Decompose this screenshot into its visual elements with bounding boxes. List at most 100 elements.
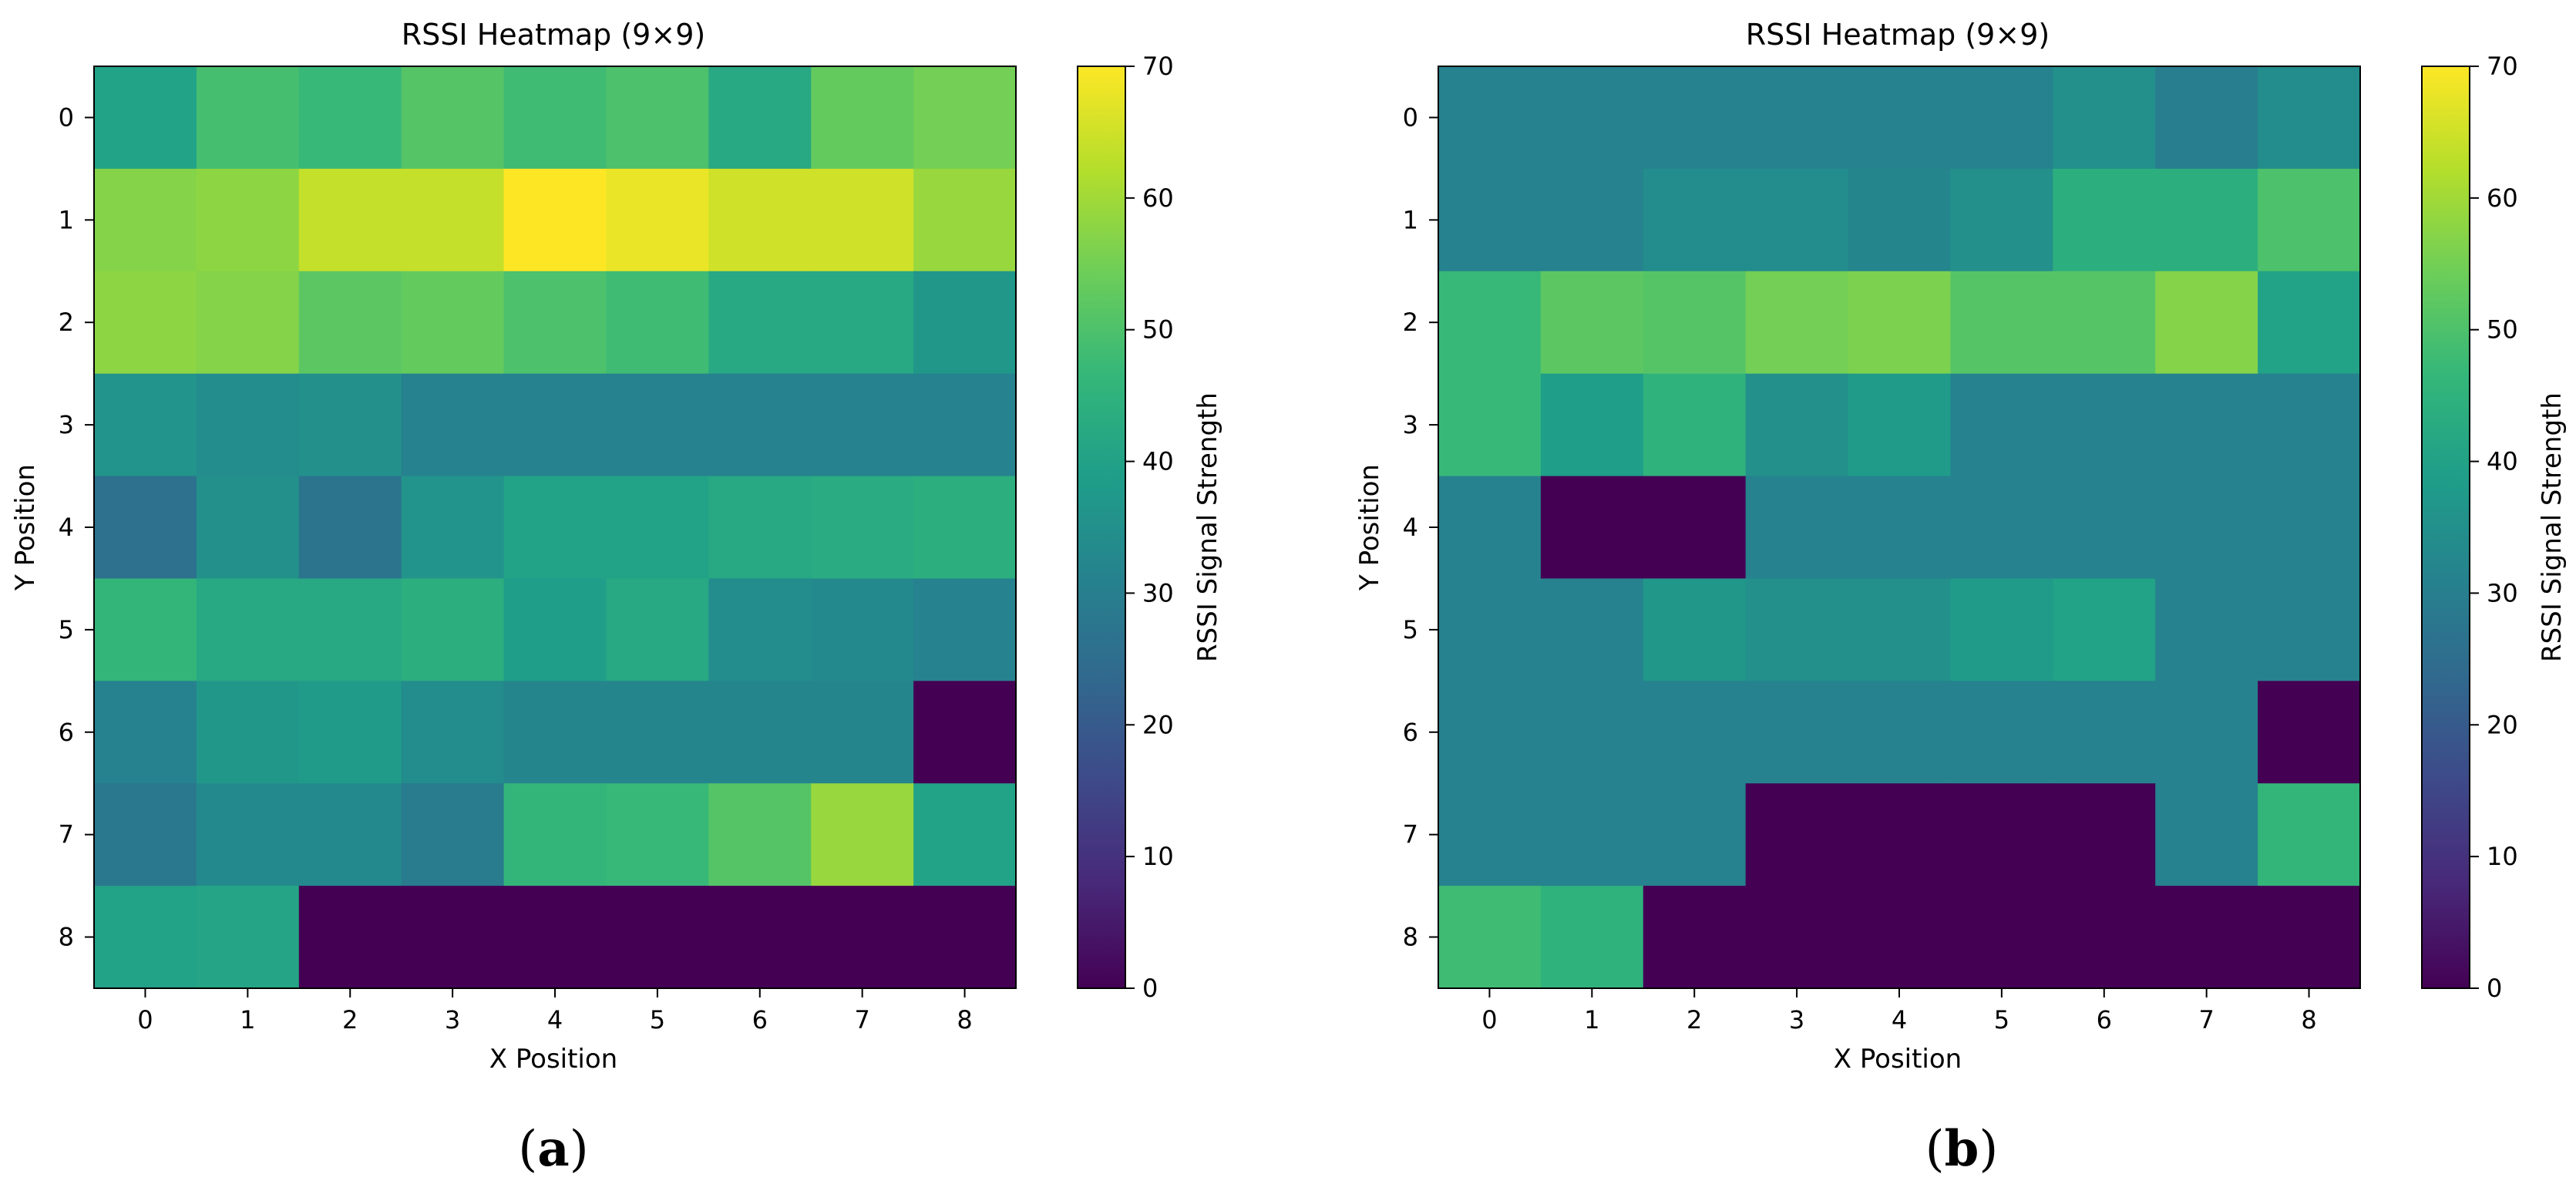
heatmap-cell-r3-c2 bbox=[298, 373, 402, 477]
heatmap-cell-r0-c1 bbox=[1540, 66, 1644, 170]
heatmap-cell-r2-c5 bbox=[1950, 271, 2053, 375]
heatmap-cell-r6-c5 bbox=[1950, 681, 2053, 784]
heatmap-cell-r7-c0 bbox=[1438, 783, 1542, 886]
y-tick-label: 6 bbox=[59, 718, 74, 747]
heatmap-cell-r0-c0 bbox=[94, 66, 197, 170]
heatmap-cell-r1-c8 bbox=[2258, 168, 2361, 272]
colorbar-a: 0 10 20 30 40 50 60 70 RSSI Signal Strength bbox=[1077, 52, 1223, 1003]
x-tick-label: 2 bbox=[1687, 1005, 1702, 1034]
colorbar-tick-label: 50 bbox=[2487, 315, 2518, 345]
heatmap-cell-r7-c2 bbox=[298, 783, 402, 886]
y-tick-label: 5 bbox=[59, 615, 74, 644]
heatmap-cell-r4-c0 bbox=[94, 476, 197, 580]
heatmap-cell-r1-c3 bbox=[1745, 168, 1849, 272]
colorbar-frame-b bbox=[2421, 66, 2470, 989]
heatmap-cell-r3-c0 bbox=[1438, 373, 1542, 477]
heatmap-cell-r1-c2 bbox=[1643, 168, 1747, 272]
x-axis-label-a: X Position bbox=[489, 1044, 617, 1075]
colorbar-tick-label: 70 bbox=[1142, 52, 1174, 81]
heatmap-cell-r0-c5 bbox=[1950, 66, 2053, 170]
x-axis-ticks-a: 0 1 2 3 4 5 6 7 8 bbox=[137, 988, 973, 1034]
heatmap-cell-r5-c6 bbox=[708, 578, 812, 681]
heatmap-cell-r7-c0 bbox=[94, 783, 197, 886]
heatmap-cell-r3-c8 bbox=[913, 373, 1017, 477]
heatmap-cell-r7-c2 bbox=[1643, 783, 1747, 886]
heatmap-cell-r2-c8 bbox=[2258, 271, 2361, 375]
heatmap-cell-r1-c7 bbox=[2155, 168, 2258, 272]
heatmap-cell-r5-c4 bbox=[1848, 578, 1952, 681]
chart-title-a: RSSI Heatmap (9×9) bbox=[402, 18, 705, 52]
heatmap-cell-r8-c8 bbox=[2258, 886, 2361, 989]
heatmap-cell-r6-c3 bbox=[401, 681, 505, 784]
heatmap-cell-r7-c5 bbox=[1950, 783, 2053, 886]
heatmap-cell-r6-c3 bbox=[1745, 681, 1849, 784]
heatmap-cell-r3-c3 bbox=[401, 373, 505, 477]
heatmap-cell-r4-c7 bbox=[811, 476, 914, 580]
colorbar-label-a: RSSI Signal Strength bbox=[1192, 392, 1223, 662]
colorbar-ticks-b: 0 10 20 30 40 50 60 70 bbox=[2470, 52, 2518, 1003]
heatmap-cell-r4-c3 bbox=[1745, 476, 1849, 580]
y-axis-label-a: Y Position bbox=[10, 464, 41, 591]
y-tick-label: 2 bbox=[59, 308, 74, 337]
y-tick-label: 4 bbox=[59, 513, 74, 542]
heatmap-cell-r1-c4 bbox=[503, 168, 607, 272]
heatmap-cell-r7-c8 bbox=[2258, 783, 2361, 886]
heatmap-cell-r8-c2 bbox=[298, 886, 402, 989]
heatmap-cell-r4-c5 bbox=[1950, 476, 2053, 580]
heatmap-cell-r8-c3 bbox=[1745, 886, 1849, 989]
heatmap-cell-r1-c0 bbox=[94, 168, 197, 272]
panel-label-a: (a) bbox=[518, 1120, 588, 1178]
heatmap-cell-r8-c4 bbox=[503, 886, 607, 989]
colorbar-frame-a bbox=[1077, 66, 1126, 989]
heatmap-cell-r8-c1 bbox=[196, 886, 300, 989]
y-tick-label: 2 bbox=[1403, 308, 1418, 337]
x-tick-label: 0 bbox=[137, 1005, 153, 1034]
heatmap-cell-r6-c0 bbox=[94, 681, 197, 784]
heatmap-cell-r2-c6 bbox=[708, 271, 812, 375]
x-tick-label: 4 bbox=[547, 1005, 563, 1034]
colorbar-b: 0 10 20 30 40 50 60 70 RSSI Signal Strength bbox=[2421, 52, 2568, 1003]
heatmap-cell-r3-c7 bbox=[2155, 373, 2258, 477]
colorbar-tick-label: 40 bbox=[1142, 447, 1174, 476]
heatmap-cell-r6-c4 bbox=[503, 681, 607, 784]
x-tick-label: 1 bbox=[1584, 1005, 1599, 1034]
x-tick-label: 7 bbox=[854, 1005, 869, 1034]
heatmap-cell-r4-c8 bbox=[2258, 476, 2361, 580]
panel-letter-b: b bbox=[1945, 1120, 1979, 1178]
heatmap-grid-b bbox=[1438, 66, 2361, 989]
colorbar-gradient-b bbox=[2422, 66, 2470, 988]
heatmap-cell-r6-c7 bbox=[2155, 681, 2258, 784]
heatmap-cell-r8-c6 bbox=[2053, 886, 2156, 989]
heatmap-cell-r5-c4 bbox=[503, 578, 607, 681]
heatmap-cell-r3-c5 bbox=[606, 373, 709, 477]
heatmap-cell-r6-c6 bbox=[2053, 681, 2156, 784]
heatmap-cell-r4-c7 bbox=[2155, 476, 2258, 580]
y-tick-label: 0 bbox=[59, 103, 74, 132]
x-tick-label: 7 bbox=[2198, 1005, 2214, 1034]
heatmap-cell-r7-c3 bbox=[1745, 783, 1849, 886]
heatmap-cell-r6-c7 bbox=[811, 681, 914, 784]
x-tick-label: 1 bbox=[240, 1005, 255, 1034]
heatmap-cell-r8-c6 bbox=[708, 886, 812, 989]
x-tick-label: 4 bbox=[1892, 1005, 1907, 1034]
heatmap-cell-r2-c7 bbox=[811, 271, 914, 375]
colorbar-ticks-a: 0 10 20 30 40 50 60 70 bbox=[1125, 52, 1174, 1003]
heatmap-cell-r6-c4 bbox=[1848, 681, 1952, 784]
heatmap-cell-r0-c5 bbox=[606, 66, 709, 170]
heatmap-cell-r2-c1 bbox=[1540, 271, 1644, 375]
heatmap-cell-r3-c6 bbox=[2053, 373, 2156, 477]
heatmap-cell-r3-c7 bbox=[811, 373, 914, 477]
heatmap-cell-r0-c2 bbox=[298, 66, 402, 170]
heatmap-cell-r4-c3 bbox=[401, 476, 505, 580]
heatmap-cell-r4-c0 bbox=[1438, 476, 1542, 580]
heatmap-grid-a bbox=[94, 66, 1017, 989]
heatmap-cell-r5-c8 bbox=[913, 578, 1017, 681]
y-tick-label: 7 bbox=[1403, 820, 1418, 849]
heatmap-cell-r0-c0 bbox=[1438, 66, 1542, 170]
heatmap-cell-r7-c7 bbox=[2155, 783, 2258, 886]
heatmap-cell-r1-c4 bbox=[1848, 168, 1952, 272]
heatmap-cell-r1-c3 bbox=[401, 168, 505, 272]
heatmap-cell-r0-c8 bbox=[913, 66, 1017, 170]
heatmap-cell-r2-c0 bbox=[94, 271, 197, 375]
